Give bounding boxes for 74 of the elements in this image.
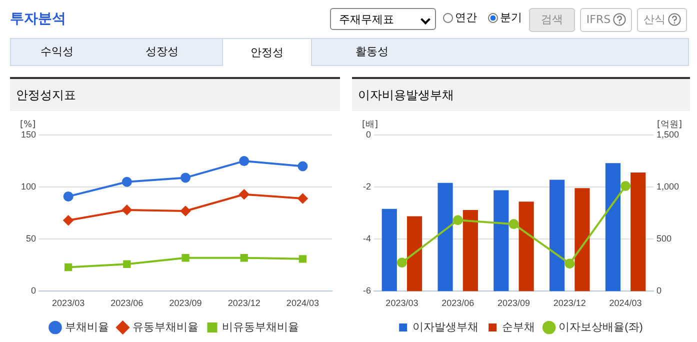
y-axis-title: [배] — [362, 120, 378, 130]
text: 안정성 — [222, 38, 312, 66]
bar — [550, 180, 565, 292]
point — [240, 254, 248, 262]
legend-label: 이자발생부채 — [412, 322, 479, 334]
y-tick-label: 100 — [20, 182, 36, 192]
bar — [518, 202, 534, 292]
y2-tick-label: 1,500 — [656, 129, 680, 140]
legend-label: 비유동부채비율 — [222, 322, 299, 334]
y-tick-label: -4 — [362, 234, 371, 244]
point — [239, 189, 250, 200]
chart-title: 안정성지표 — [10, 79, 340, 111]
point — [452, 215, 463, 226]
x-tick-label: 2023/09 — [497, 298, 530, 308]
text: 연간 — [455, 10, 477, 25]
bar — [406, 216, 422, 292]
point — [122, 176, 132, 187]
x-tick-label: 2023/06 — [442, 298, 474, 308]
y2-tick-label: 0 — [656, 286, 662, 296]
x-tick-label: 2023/12 — [228, 298, 260, 308]
text: IFRS — [580, 8, 632, 32]
y-tick-label: 0 — [366, 129, 371, 140]
y-axis-title: [%] — [20, 120, 36, 130]
x-tick-label: 2023/09 — [169, 298, 202, 308]
point — [620, 181, 631, 192]
y2-tick-label: 1,000 — [656, 182, 680, 192]
bar — [382, 208, 397, 292]
text: 검색 — [529, 8, 575, 32]
text: 산식 — [637, 8, 687, 32]
text: 성장성 — [144, 44, 180, 60]
point — [396, 258, 407, 268]
text: 주재무제표 — [330, 8, 436, 30]
y2-tick-label: 500 — [656, 234, 672, 244]
point — [180, 172, 191, 183]
point — [239, 156, 250, 166]
x-tick-label: 2023/03 — [52, 298, 85, 308]
chart-title: 이자비용발생부채 — [352, 79, 690, 111]
legend-label: 유동부채비율 — [132, 322, 198, 334]
x-tick-label: 2024/03 — [609, 298, 642, 308]
point — [123, 260, 131, 268]
x-tick-label: 2023/06 — [110, 298, 144, 308]
bar — [438, 182, 453, 292]
point — [298, 161, 308, 172]
bar — [494, 190, 509, 292]
y-tick-label: 150 — [20, 129, 36, 140]
y2-axis-title: [억원] — [656, 120, 682, 130]
point — [63, 215, 74, 226]
x-tick-label: 2024/03 — [286, 298, 319, 308]
bar — [605, 163, 620, 292]
point — [298, 194, 308, 204]
y-tick-label: -6 — [362, 286, 371, 296]
x-tick-label: 2023/12 — [553, 298, 586, 308]
point — [63, 191, 74, 202]
text: 활동성 — [354, 44, 390, 60]
bar — [630, 172, 646, 292]
point — [182, 254, 190, 262]
text: 분기 — [500, 10, 522, 25]
point — [180, 206, 191, 216]
legend-label: 부채비율 — [64, 322, 109, 334]
x-tick-label: 2023/03 — [386, 298, 418, 308]
point — [298, 255, 307, 263]
legend-label: 순부채 — [502, 322, 536, 334]
point — [508, 219, 519, 230]
legend-label: 이자보상배율(좌) — [558, 322, 643, 334]
y-tick-label: -2 — [362, 182, 371, 192]
y-tick-label: 0 — [31, 286, 36, 296]
bar — [462, 210, 478, 292]
bar — [574, 188, 590, 292]
point — [564, 258, 575, 269]
point — [64, 263, 72, 272]
y-tick-label: 50 — [26, 234, 36, 244]
text: 수익성 — [40, 44, 74, 60]
text: 투자분석 — [10, 10, 66, 28]
point — [122, 204, 132, 215]
